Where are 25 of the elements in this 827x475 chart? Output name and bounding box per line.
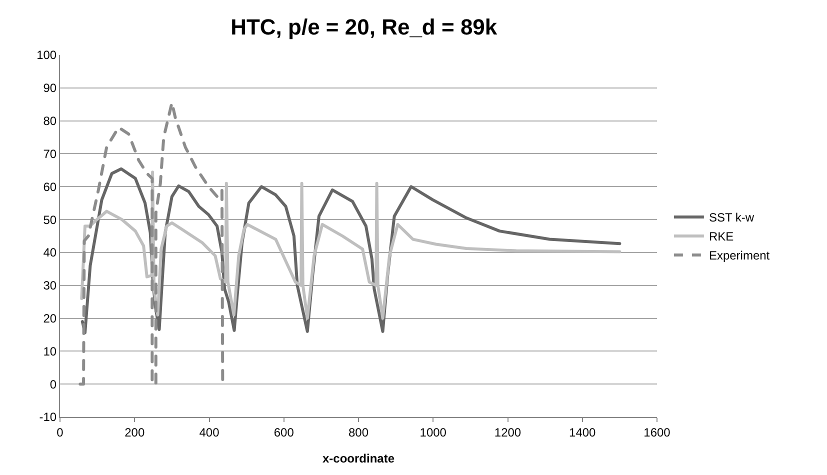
y-tick-label: 70 [43,146,57,161]
x-tick-label: 200 [124,425,145,440]
legend-label: Experiment [708,248,770,263]
y-tick-label: 90 [43,81,57,96]
x-tick-label: 1600 [644,425,671,440]
y-tick-label: 0 [50,377,57,392]
y-tick-label: 10 [43,344,57,358]
y-tick-label: 60 [43,180,57,194]
chart-title: HTC, p/e = 20, Re_d = 89k [230,14,498,40]
y-tick-label: 100 [36,48,57,62]
x-tick-label: 1400 [569,425,596,440]
y-tick-label: -10 [39,410,57,424]
y-tick-label: 20 [43,311,57,326]
legend-label: SST k-w [708,210,754,225]
y-tick-label: 40 [43,246,57,260]
x-tick-label: 800 [348,425,369,440]
x-tick-label: 400 [199,425,220,440]
x-tick-label: 600 [274,425,294,440]
y-tick-label: 30 [43,278,57,293]
legend-label: RKE [708,230,734,244]
x-axis-title: x-coordinate [322,451,395,466]
y-tick-label: 80 [43,114,57,128]
y-tick-label: 50 [43,212,57,227]
x-tick-label: 1000 [420,425,447,440]
x-tick-label: 1200 [494,425,522,440]
